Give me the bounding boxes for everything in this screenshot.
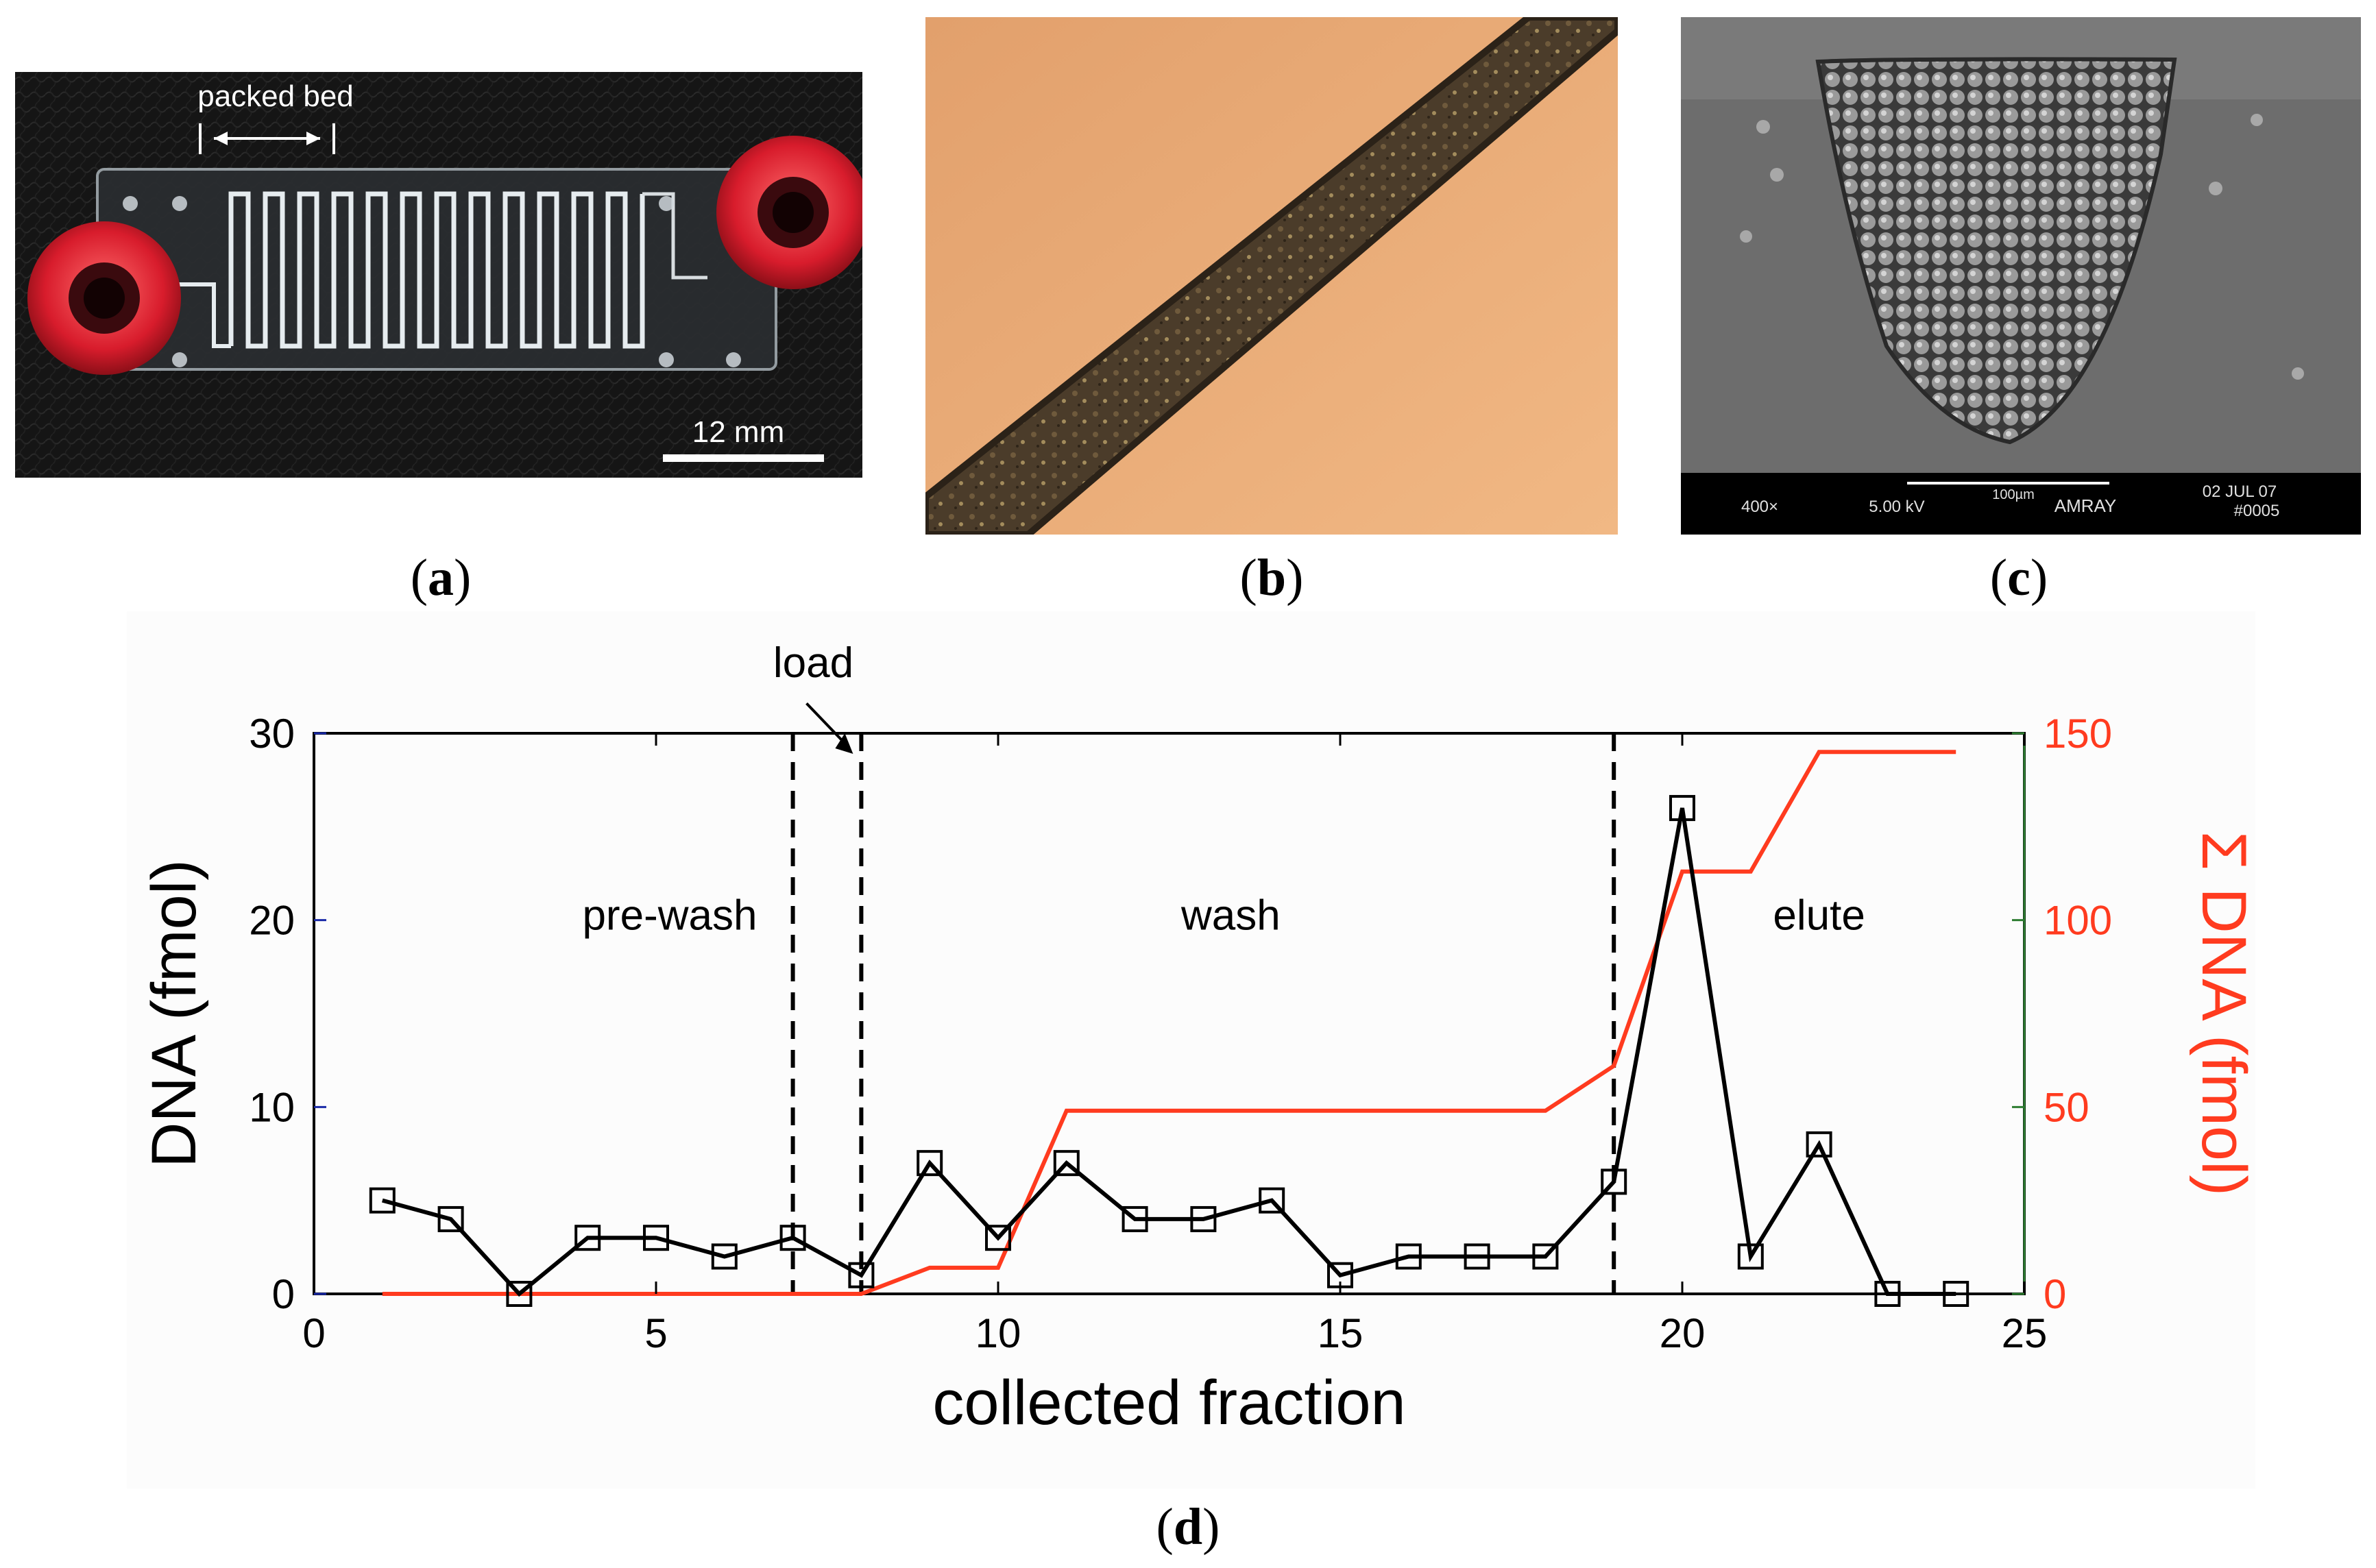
dna-point <box>1532 1243 1559 1270</box>
dna-point <box>1737 1243 1764 1270</box>
caption-d: (d) <box>1156 1498 1220 1556</box>
sem-magnification: 400× <box>1741 498 1778 516</box>
y2-tick-label: 0 <box>2044 1271 2066 1317</box>
dna-point <box>1464 1243 1490 1270</box>
sum-dna-line <box>382 750 1956 1296</box>
dna-point <box>369 1187 396 1214</box>
dna-point <box>1943 1281 1969 1307</box>
plot-frame <box>313 732 2026 1295</box>
dna-point <box>1669 795 1695 822</box>
sem-scale-label: 100µm <box>1992 487 2035 502</box>
y2-tick-label: 50 <box>2044 1084 2089 1130</box>
dna-point <box>1395 1243 1422 1270</box>
load-arrowhead <box>835 733 853 754</box>
scale-bar-label: 12 mm <box>692 415 784 449</box>
x-tick-label: 5 <box>644 1310 667 1356</box>
dna-point <box>711 1243 738 1270</box>
dna-point <box>779 1225 806 1251</box>
dna-point <box>1259 1187 1285 1214</box>
caption-c: (c) <box>1989 549 2048 607</box>
y-tick-label: 10 <box>249 1084 295 1130</box>
dna-point <box>1122 1205 1148 1232</box>
dna-line <box>382 807 1956 1297</box>
phase-label: pre-wash <box>582 892 757 939</box>
x-tick-label: 20 <box>1660 1310 1706 1356</box>
load-arrow <box>805 702 845 744</box>
x-tick-label: 0 <box>302 1310 325 1356</box>
sem-image: 400× 5.00 kV 100µm AMRAY 02 JUL 07 #0005 <box>1681 17 2361 535</box>
dna-point <box>437 1205 464 1232</box>
dna-point <box>1190 1205 1217 1232</box>
packed-channel <box>925 17 1618 535</box>
serpentine-channel <box>228 191 645 349</box>
dna-point <box>1874 1281 1901 1307</box>
sem-brand: AMRAY <box>2054 495 2117 516</box>
y-tick-label: 30 <box>249 711 295 757</box>
dna-point <box>574 1225 601 1251</box>
dna-point <box>985 1225 1011 1251</box>
y-tick-label: 0 <box>272 1271 295 1317</box>
dna-point <box>506 1281 533 1307</box>
caption-a: (a) <box>410 549 472 607</box>
panel-a-photo: packed bed 12 mm <box>15 72 862 478</box>
y2-tick-label: 100 <box>2044 898 2112 944</box>
panel-c-sem: 400× 5.00 kV 100µm AMRAY 02 JUL 07 #0005 <box>1681 17 2361 535</box>
phase-label: wash <box>1180 892 1281 939</box>
channel-micrograph <box>925 17 1618 535</box>
load-annotation: load <box>773 639 853 687</box>
scale-bar <box>663 454 824 462</box>
x-axis-label: collected fraction <box>932 1368 1405 1438</box>
y2-tick-label: 150 <box>2044 711 2112 757</box>
chip-photo: packed bed 12 mm <box>15 72 862 478</box>
y2-axis-label: Σ DNA (fmol) <box>2189 831 2255 1196</box>
y-tick-label: 20 <box>249 898 295 944</box>
sem-date: 02 JUL 07 <box>2203 482 2277 501</box>
panel-b-micrograph <box>925 17 1618 535</box>
panel-d-chart: pre-wash wash elute load 0 5 10 15 20 25 0 10 20 30 0… <box>127 611 2255 1489</box>
dna-point <box>917 1150 943 1177</box>
dna-point <box>1053 1150 1080 1177</box>
x-tick-label: 15 <box>1318 1310 1363 1356</box>
outlet-fitting <box>716 136 862 289</box>
sem-image-id: #0005 <box>2234 502 2280 520</box>
dna-point <box>848 1262 875 1288</box>
x-tick-label: 10 <box>975 1310 1021 1356</box>
sem-voltage: 5.00 kV <box>1869 498 1924 516</box>
packed-bed-label: packed bed <box>197 79 354 113</box>
dna-point <box>643 1225 669 1251</box>
caption-b: (b) <box>1239 549 1304 607</box>
trench-cavity <box>1815 57 2177 445</box>
y-axis-label: DNA (fmol) <box>139 859 209 1168</box>
dna-point <box>1601 1168 1627 1195</box>
phase-label: elute <box>1773 892 1865 939</box>
inlet-fitting <box>27 221 181 375</box>
x-tick-label: 25 <box>2002 1310 2048 1356</box>
dna-point <box>1806 1131 1832 1157</box>
